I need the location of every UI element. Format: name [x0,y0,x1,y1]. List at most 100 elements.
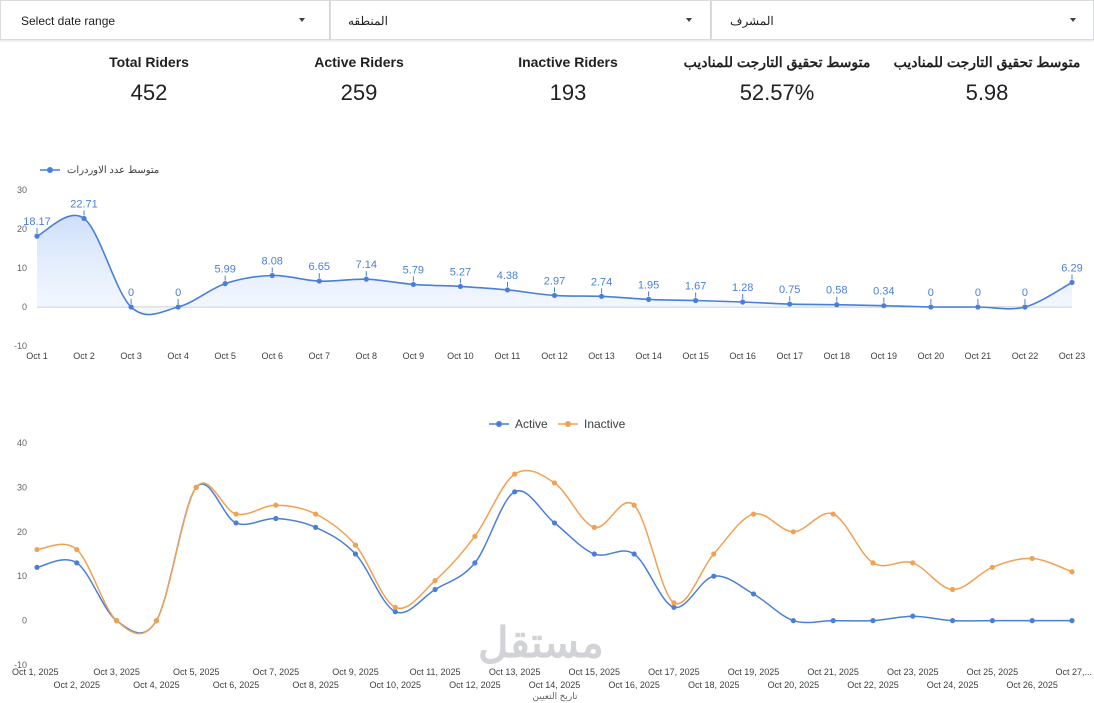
legend-marker [47,167,53,173]
data-point [551,292,558,299]
data-point [787,301,793,307]
filter-bar: Select date range المنطقه المشرف [0,0,1094,42]
x-tick-label: Oct 6, 2025 [213,680,260,690]
scorecard-title: متوسط تحقيق التارجت للمناديب [683,54,871,70]
data-point [711,573,717,579]
data-point [989,618,995,624]
data-label: 4.38 [497,270,518,282]
series-line-inactive [36,469,1073,635]
data-point [631,502,637,508]
scorecard-inactive-riders: Inactive Riders 193 [468,52,668,106]
x-tick-label: Oct 22 [1012,351,1039,360]
data-point [74,560,80,566]
data-label: 0 [1022,287,1028,299]
data-point [1069,279,1075,286]
date-range-label: Select date range [21,14,116,28]
data-point [316,278,322,284]
data-point [830,618,836,624]
data-point [910,613,916,619]
x-tick-label: Oct 14, 2025 [529,680,581,690]
x-tick-label: Oct 16, 2025 [608,680,660,690]
data-point [34,546,40,553]
data-label: 0 [175,287,181,299]
x-tick-label: Oct 21 [965,351,992,360]
x-tick-label: Oct 5 [214,351,236,360]
data-point [34,233,40,239]
data-point [153,618,160,624]
scorecard-value: 452 [130,80,168,105]
data-label: 18.17 [23,216,51,228]
data-point [928,304,934,310]
watermark-logo: مستقل [478,619,604,666]
series-line-active [36,483,1072,634]
data-label: 22.71 [70,198,98,210]
x-tick-label: Oct 2 [73,351,95,360]
data-point [392,609,398,615]
x-tick-label: Oct 15 [682,351,709,360]
date-range-dropdown[interactable]: Select date range [0,0,330,40]
data-label: 0 [928,287,934,299]
data-point [128,304,134,310]
y-tick-label: 0 [22,616,27,626]
x-tick-label: Oct 23, 2025 [887,667,939,677]
data-point [671,600,677,606]
x-tick-label: Oct 22, 2025 [847,680,899,690]
x-tick-label: Oct 24, 2025 [927,680,979,690]
x-tick-label: Oct 2, 2025 [54,680,101,690]
region-dropdown[interactable]: المنطقه [330,0,711,40]
x-tick-label: Oct 9 [403,351,425,360]
y-tick-label: 20 [17,224,27,234]
data-point [881,303,887,309]
data-label: 6.65 [309,261,330,273]
data-label: 1.67 [685,280,706,292]
data-point [313,511,319,517]
x-tick-label: Oct 19, 2025 [728,667,780,677]
data-label: 2.97 [544,275,565,287]
chevron-down-icon [299,18,305,22]
scorecard-value: 193 [549,80,587,105]
x-tick-label: Oct 3, 2025 [93,667,140,677]
y-tick-label: 10 [17,263,27,273]
scorecard-title: Total Riders [109,54,189,70]
x-tick-label: Oct 7 [309,351,331,360]
x-tick-label: Oct 13 [588,351,615,360]
y-tick-label: 30 [17,185,27,195]
data-point [598,293,605,299]
data-point [313,524,319,530]
data-point [1069,569,1075,575]
data-point [392,604,398,610]
data-point [1069,618,1075,624]
data-point [74,546,80,553]
data-point [834,302,840,308]
chevron-down-icon [1070,18,1076,22]
x-tick-label: Oct 7, 2025 [253,667,300,677]
y-tick-label: 0 [22,302,27,312]
data-label: 0 [128,287,134,299]
x-tick-label: Oct 8 [356,351,378,360]
data-point [870,560,876,566]
scorecard-avg-target-percent: متوسط تحقيق التارجت للمناديب 52.57% [677,52,877,106]
data-point [504,287,511,293]
data-point [432,578,438,584]
scorecard-active-riders: Active Riders 259 [259,52,459,106]
data-point [352,542,359,548]
data-point [711,551,717,557]
data-label: 0.34 [873,286,894,298]
data-label: 5.99 [214,264,235,276]
y-tick-label: 30 [17,482,27,492]
series-line [36,214,1073,316]
x-tick-label: Oct 4, 2025 [133,680,180,690]
x-axis-title: تاريخ التعيين [533,691,578,702]
data-point [975,304,981,310]
data-point [512,471,518,477]
x-tick-label: Oct 11, 2025 [410,667,461,677]
legend-marker [565,421,571,427]
data-label: 5.79 [403,264,424,276]
data-point [472,533,478,539]
data-point [81,215,87,222]
scorecard-total-riders: Total Riders 452 [49,52,249,106]
supervisor-dropdown[interactable]: المشرف [711,0,1094,40]
data-point [949,618,956,624]
